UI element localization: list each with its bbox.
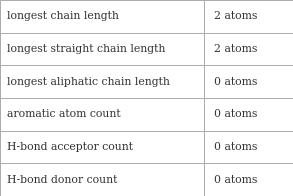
Text: aromatic atom count: aromatic atom count — [7, 109, 121, 119]
Text: longest chain length: longest chain length — [7, 11, 119, 21]
Text: 0 atoms: 0 atoms — [214, 142, 257, 152]
Text: 2 atoms: 2 atoms — [214, 11, 257, 21]
Text: H-bond donor count: H-bond donor count — [7, 175, 118, 185]
Text: longest straight chain length: longest straight chain length — [7, 44, 166, 54]
Text: 0 atoms: 0 atoms — [214, 175, 257, 185]
Text: 0 atoms: 0 atoms — [214, 109, 257, 119]
Text: 0 atoms: 0 atoms — [214, 77, 257, 87]
Text: longest aliphatic chain length: longest aliphatic chain length — [7, 77, 170, 87]
Text: 2 atoms: 2 atoms — [214, 44, 257, 54]
Text: H-bond acceptor count: H-bond acceptor count — [7, 142, 133, 152]
